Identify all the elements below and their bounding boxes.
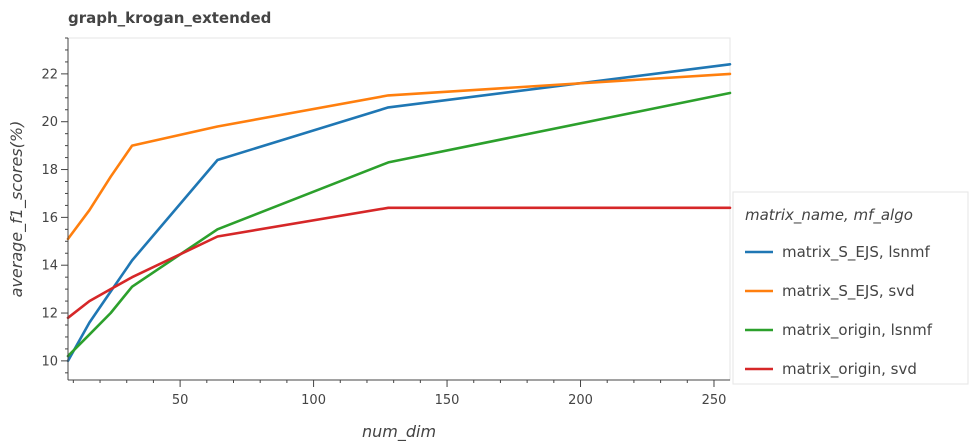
y-tick-label: 12 [41, 307, 58, 322]
chart-title: graph_krogan_extended [68, 9, 271, 27]
y-tick-label: 18 [41, 163, 58, 178]
y-axis-label: average_f1_scores(%) [7, 121, 27, 298]
series-line-2 [66, 91, 732, 358]
series-line-3 [66, 206, 732, 320]
legend-entry-1: matrix_S_EJS, svd [782, 282, 915, 301]
x-tick-label: 250 [702, 393, 727, 408]
legend-entry-2: matrix_origin, lsnmf [782, 321, 933, 340]
x-tick-label: 200 [568, 393, 593, 408]
y-tick-label: 20 [41, 115, 58, 130]
x-axis-ticks: 50 100 150 200 250 [72, 380, 727, 408]
series-line-0 [66, 63, 732, 363]
y-tick-label: 16 [41, 211, 58, 226]
legend-box [732, 191, 969, 385]
x-axis-label: num_dim [362, 422, 436, 442]
legend-title: matrix_name, mf_algo [745, 206, 913, 225]
legend: matrix_name, mf_algo matrix_S_EJS, lsnmf… [732, 191, 969, 385]
series-layer [66, 63, 732, 363]
y-tick-label: 22 [41, 67, 58, 82]
x-tick-label: 50 [172, 393, 189, 408]
legend-entry-3: matrix_origin, svd [782, 360, 917, 379]
series-line-1 [66, 72, 732, 241]
y-tick-label: 10 [41, 354, 58, 369]
legend-items: matrix_S_EJS, lsnmf matrix_S_EJS, svd matr… [745, 243, 933, 379]
y-axis-ticks: 10 12 14 16 18 20 22 [41, 37, 68, 374]
x-tick-label: 150 [435, 393, 460, 408]
legend-entry-0: matrix_S_EJS, lsnmf [782, 243, 930, 262]
y-tick-label: 14 [41, 259, 58, 274]
x-tick-label: 100 [301, 393, 326, 408]
